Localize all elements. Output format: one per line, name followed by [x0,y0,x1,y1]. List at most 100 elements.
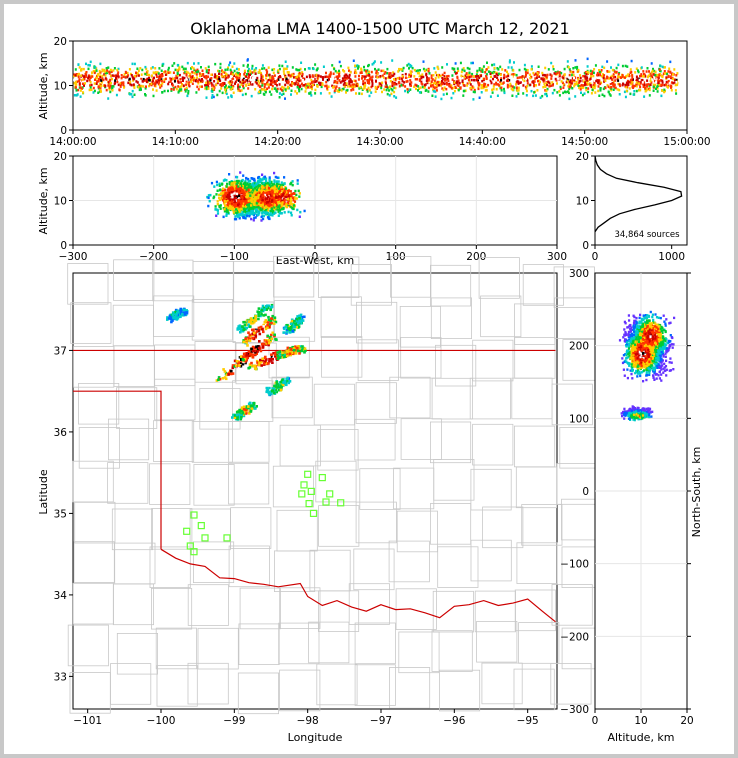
source-mark [568,73,571,77]
source-mark [280,196,283,199]
source-mark [608,77,610,80]
source-mark [596,76,599,79]
source-mark [548,84,551,88]
source-mark [353,85,356,88]
source-mark [93,71,96,75]
source-mark [254,80,257,84]
source-mark [254,186,257,189]
county-outline [390,256,432,298]
source-mark [216,75,219,79]
source-mark [230,205,233,208]
source-mark [97,91,100,94]
source-mark [599,82,602,86]
source-mark [666,72,669,76]
county-outline [107,462,149,504]
source-mark [196,85,199,89]
source-mark [438,81,440,85]
source-mark [456,80,458,83]
source-mark [218,182,221,185]
source-mark [79,95,82,98]
source-mark [246,214,249,217]
source-mark [239,195,243,198]
source-mark [74,68,77,71]
source-mark [148,76,150,80]
source-mark [366,69,369,72]
source-mark [191,70,194,74]
source-mark [266,70,269,73]
source-mark [243,213,246,217]
source-mark [586,83,588,86]
source-mark [171,84,174,87]
source-mark [475,78,478,82]
source-mark [489,72,492,75]
source-mark [435,77,438,81]
east-west-sources [73,156,557,245]
source-mark [409,79,412,82]
source-mark [450,86,453,90]
source-mark [553,88,556,92]
source-mark [231,206,235,209]
source-mark [621,75,624,78]
source-mark [510,66,513,69]
source-mark [299,84,302,87]
source-mark [262,203,265,207]
source-mark [292,196,295,200]
source-mark [185,72,188,76]
source-mark [604,86,607,90]
source-mark [371,63,374,66]
source-mark [125,79,128,83]
source-mark [346,75,349,78]
source-mark [278,67,281,71]
source-mark [379,75,382,78]
source-mark [360,71,363,74]
source-mark [541,71,544,75]
source-mark [275,195,278,198]
source-mark [639,85,642,89]
source-mark [294,197,297,200]
county-outline [154,378,196,421]
source-mark [315,80,318,83]
source-mark [466,76,469,79]
source-mark [293,195,296,199]
source-mark [353,83,356,86]
source-mark [132,79,135,82]
source-mark [198,78,201,81]
source-mark [342,79,345,83]
source-mark [348,73,351,77]
source-mark [83,84,85,87]
source-mark [558,74,561,78]
source-mark [631,85,634,89]
source-mark [397,81,400,84]
source-mark [462,81,465,85]
source-mark [133,86,136,89]
source-mark [270,81,273,84]
source-mark [333,67,336,71]
source-mark [233,207,236,210]
source-mark [219,62,222,66]
source-mark [235,217,238,221]
source-mark [643,81,646,84]
source-mark [436,76,439,79]
source-mark [546,87,549,91]
source-mark [603,94,606,98]
source-mark [503,87,505,91]
source-mark [177,81,180,84]
source-mark [267,212,270,215]
source-mark [454,72,457,75]
source-mark [464,77,467,80]
source-mark [532,80,535,83]
source-mark [501,68,504,71]
source-mark [233,69,236,73]
source-mark [215,193,218,196]
source-mark [526,69,529,72]
source-mark [216,77,219,81]
source-mark [284,60,287,63]
source-mark [257,194,260,197]
source-mark [107,97,110,100]
source-mark [248,188,252,192]
source-mark [277,210,280,213]
source-mark [466,82,469,85]
source-mark [119,82,122,85]
source-mark [277,207,280,211]
source-mark [550,74,553,77]
